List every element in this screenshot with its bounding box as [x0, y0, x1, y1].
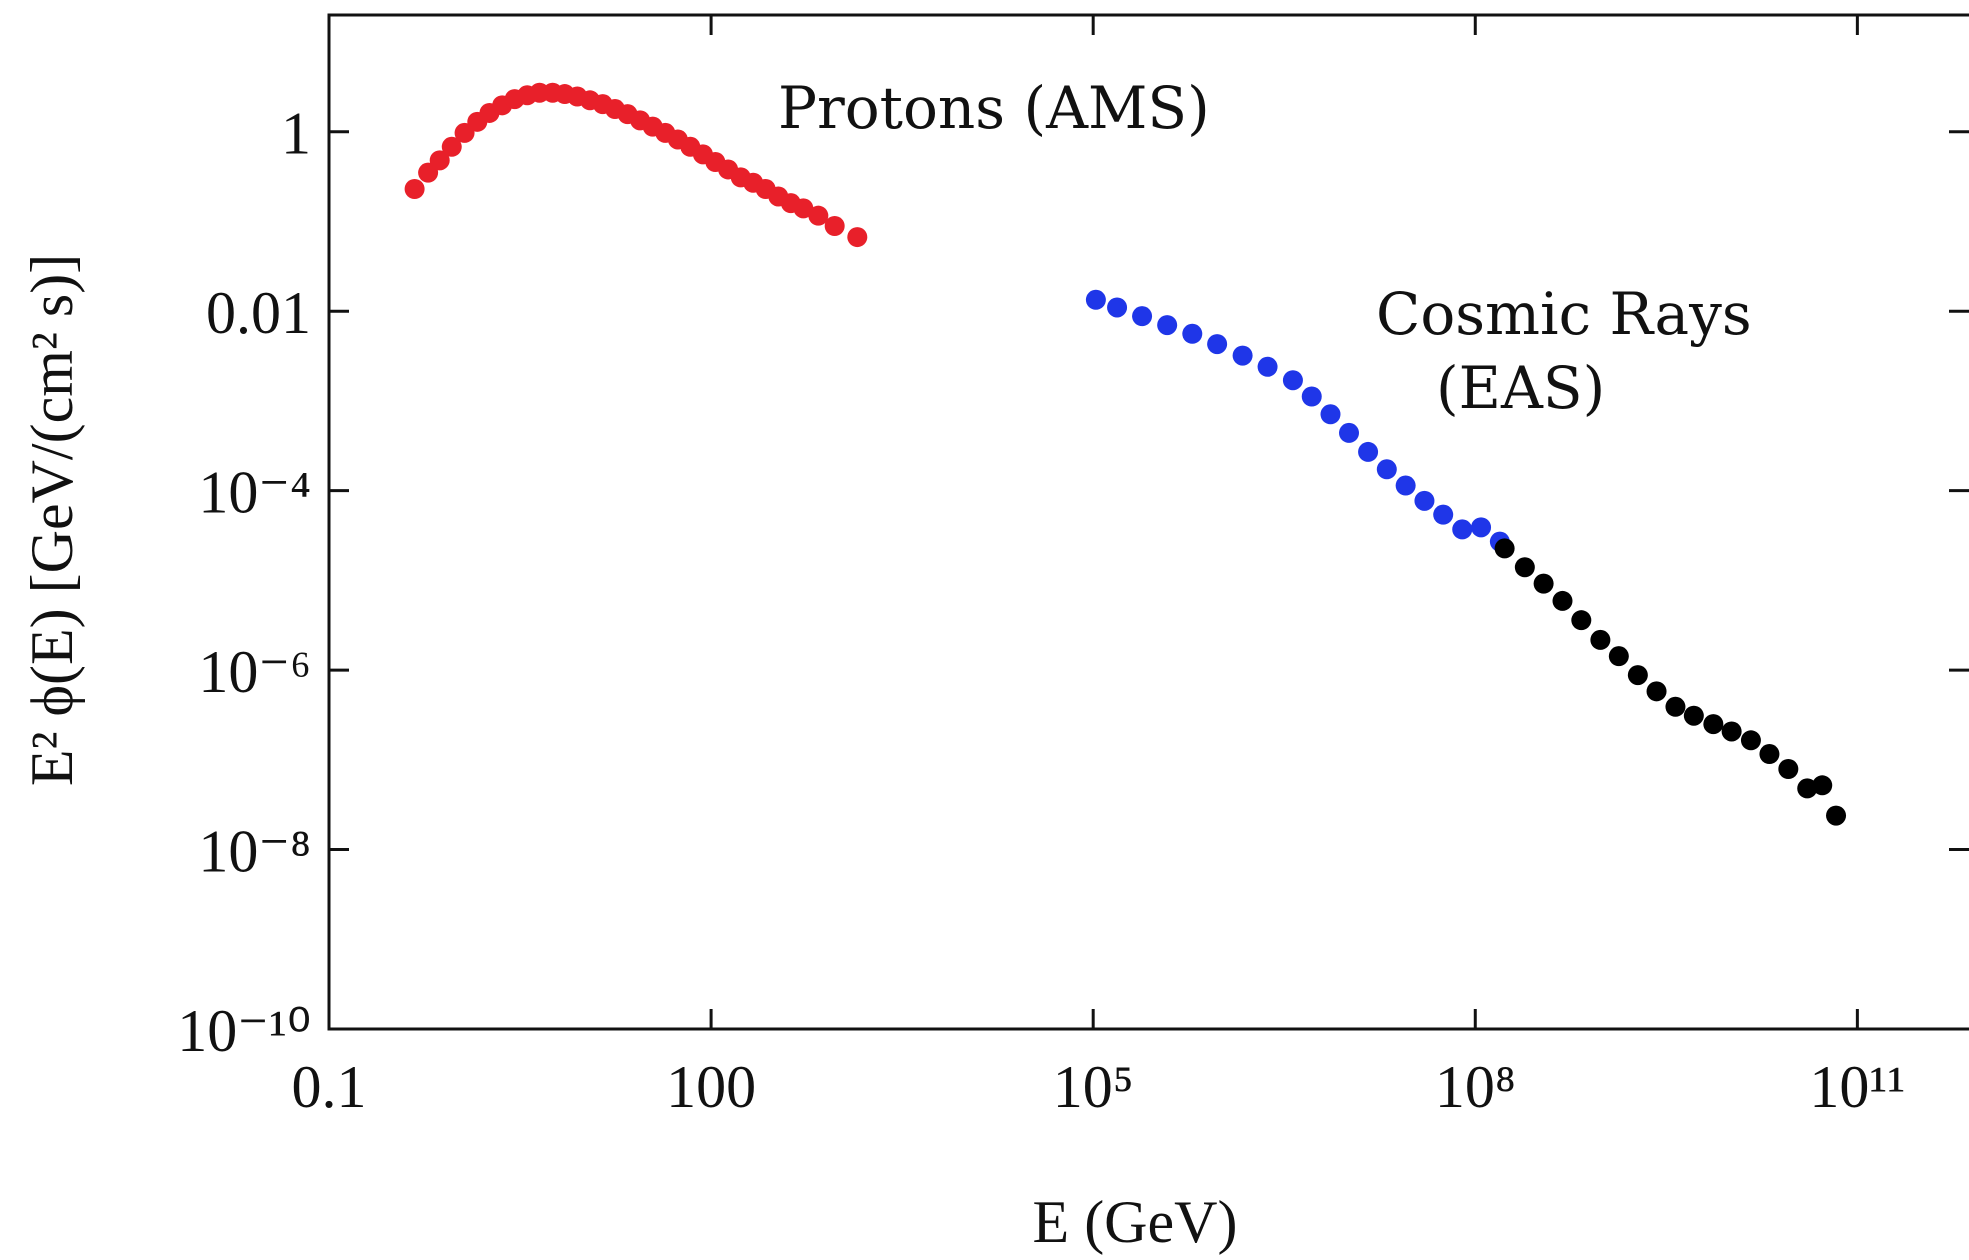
data-point: [404, 179, 425, 200]
y-axis-label: E² ϕ(E) [GeV/(cm² s)]: [19, 254, 85, 786]
data-point: [429, 150, 450, 171]
data-point: [824, 216, 845, 237]
data-point: [1257, 356, 1278, 377]
annotation: Protons (AMS): [778, 74, 1210, 142]
y-tick-label: 10⁻⁶: [198, 639, 311, 705]
x-axis-label: E (GeV): [1033, 1189, 1238, 1255]
annotation: Cosmic Rays: [1376, 280, 1752, 348]
data-point: [1207, 334, 1228, 355]
x-tick-label: 10⁵: [1053, 1054, 1134, 1120]
data-point: [1646, 681, 1667, 702]
data-point: [1552, 590, 1573, 611]
data-point: [441, 136, 462, 157]
x-tick-label: 10⁸: [1435, 1054, 1516, 1120]
data-point: [1778, 759, 1799, 780]
x-tick-label: 0.1: [292, 1054, 367, 1120]
data-point: [1571, 610, 1592, 631]
data-point: [1797, 778, 1818, 799]
data-point: [1452, 519, 1473, 540]
data-point: [1826, 805, 1847, 826]
data-point: [1395, 475, 1416, 496]
data-point: [1608, 646, 1629, 667]
data-point: [1514, 557, 1535, 578]
data-point: [1533, 573, 1554, 594]
data-point: [1759, 744, 1780, 765]
data-point: [1627, 665, 1648, 686]
y-tick-label: 0.01: [206, 280, 311, 346]
data-point: [1590, 629, 1611, 650]
data-point: [1494, 538, 1515, 559]
data-point: [1339, 422, 1360, 443]
data-point: [1132, 306, 1153, 327]
data-point: [1721, 721, 1742, 742]
data-point: [847, 227, 868, 248]
data-point: [1703, 714, 1724, 735]
y-tick-label: 10⁻⁴: [198, 459, 311, 525]
data-point: [1376, 459, 1397, 480]
data-point: [1232, 345, 1253, 366]
y-tick-label: 10⁻¹⁰: [177, 998, 311, 1064]
data-point: [1414, 490, 1435, 511]
data-point: [1085, 289, 1106, 310]
data-point: [1320, 404, 1341, 425]
data-point: [1471, 517, 1492, 538]
data-point: [793, 198, 814, 219]
data-point: [1157, 315, 1178, 336]
data-point: [1301, 386, 1322, 407]
data-point: [1358, 441, 1379, 462]
x-tick-label: 100: [666, 1054, 756, 1120]
data-point: [1740, 730, 1761, 751]
data-point: [1282, 370, 1303, 391]
data-point: [1683, 705, 1704, 726]
data-point: [808, 205, 829, 226]
data-point: [1182, 323, 1203, 344]
y-tick-label: 10⁻⁸: [198, 818, 311, 884]
data-point: [1433, 504, 1454, 525]
data-point: [1812, 775, 1833, 796]
data-point: [1107, 297, 1128, 318]
y-tick-label: 1: [281, 101, 311, 167]
x-tick-label: 10¹¹: [1809, 1054, 1905, 1120]
annotation: (EAS): [1436, 354, 1605, 422]
plot-frame: [327, 13, 1969, 1031]
data-point: [1665, 696, 1686, 717]
